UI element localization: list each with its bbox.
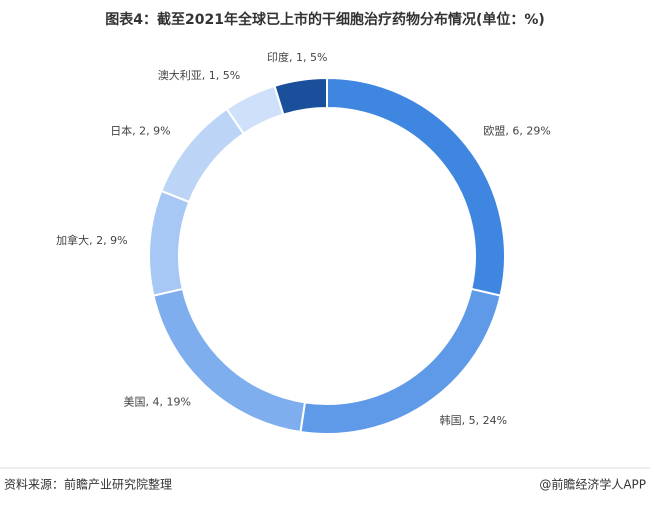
slice — [160, 107, 246, 204]
slice — [152, 287, 307, 434]
data-label: 韩国, 5, 24% — [440, 413, 507, 427]
slice — [326, 76, 506, 297]
slice — [273, 76, 328, 116]
slice — [148, 189, 191, 297]
chart-title: 图表4：截至2021年全球已上市的干细胞治疗药物分布情况(单位：%) — [105, 11, 545, 28]
data-label: 美国, 4, 19% — [124, 396, 191, 409]
data-label: 加拿大, 2, 9% — [56, 233, 127, 247]
data-label: 欧盟, 6, 29% — [483, 124, 550, 137]
data-label: 印度, 1, 5% — [267, 50, 327, 64]
slice — [299, 287, 502, 435]
data-label: 日本, 2, 9% — [110, 123, 170, 137]
data-label: 澳大利亚, 1, 5% — [158, 68, 240, 82]
credit: @前瞻经济学人APP — [539, 477, 646, 492]
source: 资料来源：前瞻产业研究院整理 — [4, 477, 172, 492]
